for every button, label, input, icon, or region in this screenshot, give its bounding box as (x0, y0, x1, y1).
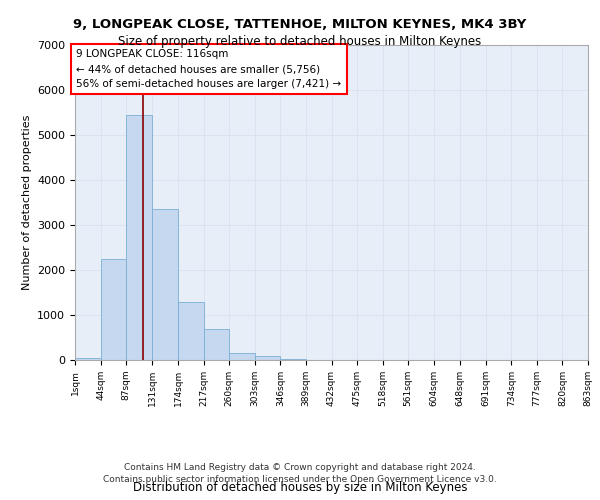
Y-axis label: Number of detached properties: Number of detached properties (22, 115, 32, 290)
Text: Size of property relative to detached houses in Milton Keynes: Size of property relative to detached ho… (118, 35, 482, 48)
Text: 9 LONGPEAK CLOSE: 116sqm
← 44% of detached houses are smaller (5,756)
56% of sem: 9 LONGPEAK CLOSE: 116sqm ← 44% of detach… (76, 50, 341, 89)
Bar (152, 209, 178, 360)
Text: Contains public sector information licensed under the Open Government Licence v3: Contains public sector information licen… (103, 475, 497, 484)
Text: 9, LONGPEAK CLOSE, TATTENHOE, MILTON KEYNES, MK4 3BY: 9, LONGPEAK CLOSE, TATTENHOE, MILTON KEY… (73, 18, 527, 30)
Text: Contains HM Land Registry data © Crown copyright and database right 2024.: Contains HM Land Registry data © Crown c… (124, 464, 476, 472)
Bar (255, 356, 280, 360)
Bar (101, 259, 126, 360)
Bar (280, 358, 306, 360)
Bar (178, 302, 203, 360)
Text: Distribution of detached houses by size in Milton Keynes: Distribution of detached houses by size … (133, 480, 467, 494)
Bar (75, 358, 101, 360)
Bar (126, 115, 152, 360)
Bar (203, 330, 229, 360)
Bar (229, 353, 255, 360)
